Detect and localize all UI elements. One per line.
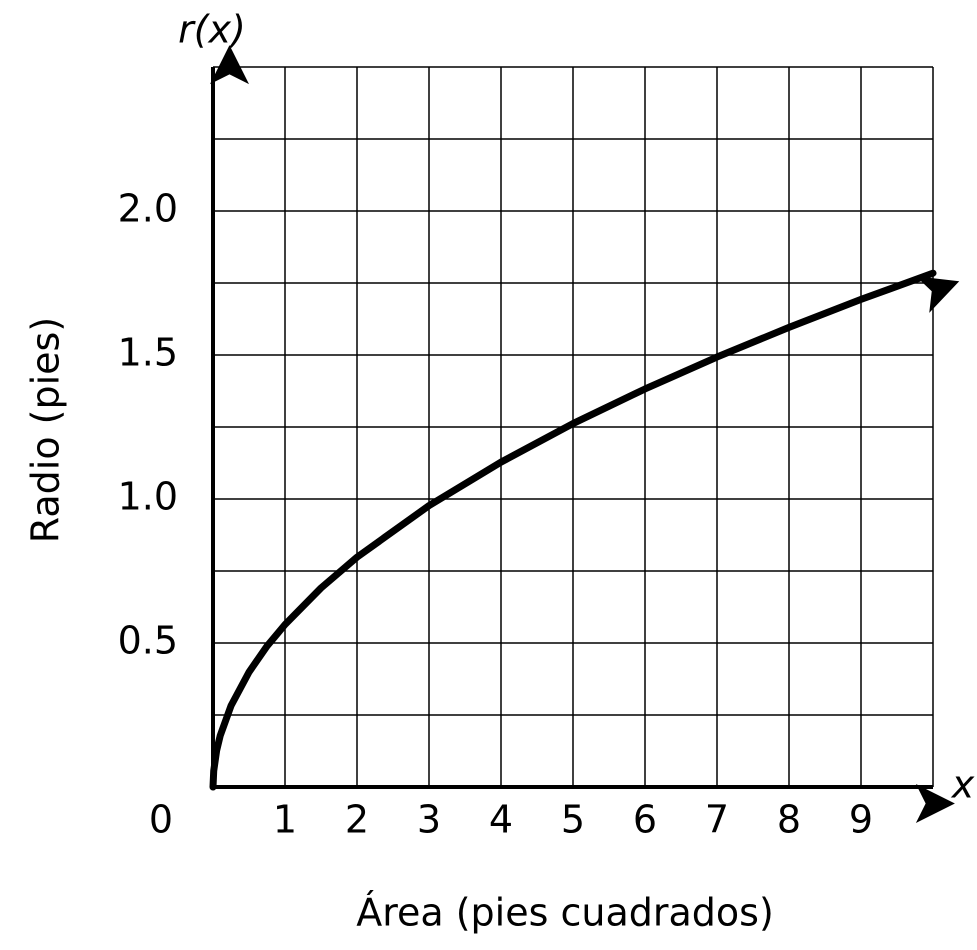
x-tick-label: 8 bbox=[777, 798, 801, 842]
y-axis-title: Radio (pies) bbox=[24, 317, 68, 543]
y-axis-symbol: r(x) bbox=[178, 8, 246, 52]
x-tick-label: 3 bbox=[417, 798, 441, 842]
x-axis-symbol: x bbox=[951, 763, 975, 807]
x-tick-label: 0 bbox=[149, 798, 173, 842]
x-tick-label: 4 bbox=[489, 798, 513, 842]
y-tick-label: 0.5 bbox=[118, 619, 178, 663]
y-tick-label: 1.0 bbox=[118, 475, 178, 519]
x-tick-label: 7 bbox=[705, 798, 729, 842]
x-axis-title: Área (pies cuadrados) bbox=[356, 891, 774, 935]
x-tick-label: 1 bbox=[273, 798, 297, 842]
x-tick-label: 6 bbox=[633, 798, 657, 842]
y-tick-label: 2.0 bbox=[118, 187, 178, 231]
x-tick-label: 5 bbox=[561, 798, 585, 842]
x-tick-label: 2 bbox=[345, 798, 369, 842]
curve bbox=[209, 269, 960, 791]
x-tick-label: 9 bbox=[849, 798, 873, 842]
y-tick-label: 1.5 bbox=[118, 331, 178, 375]
